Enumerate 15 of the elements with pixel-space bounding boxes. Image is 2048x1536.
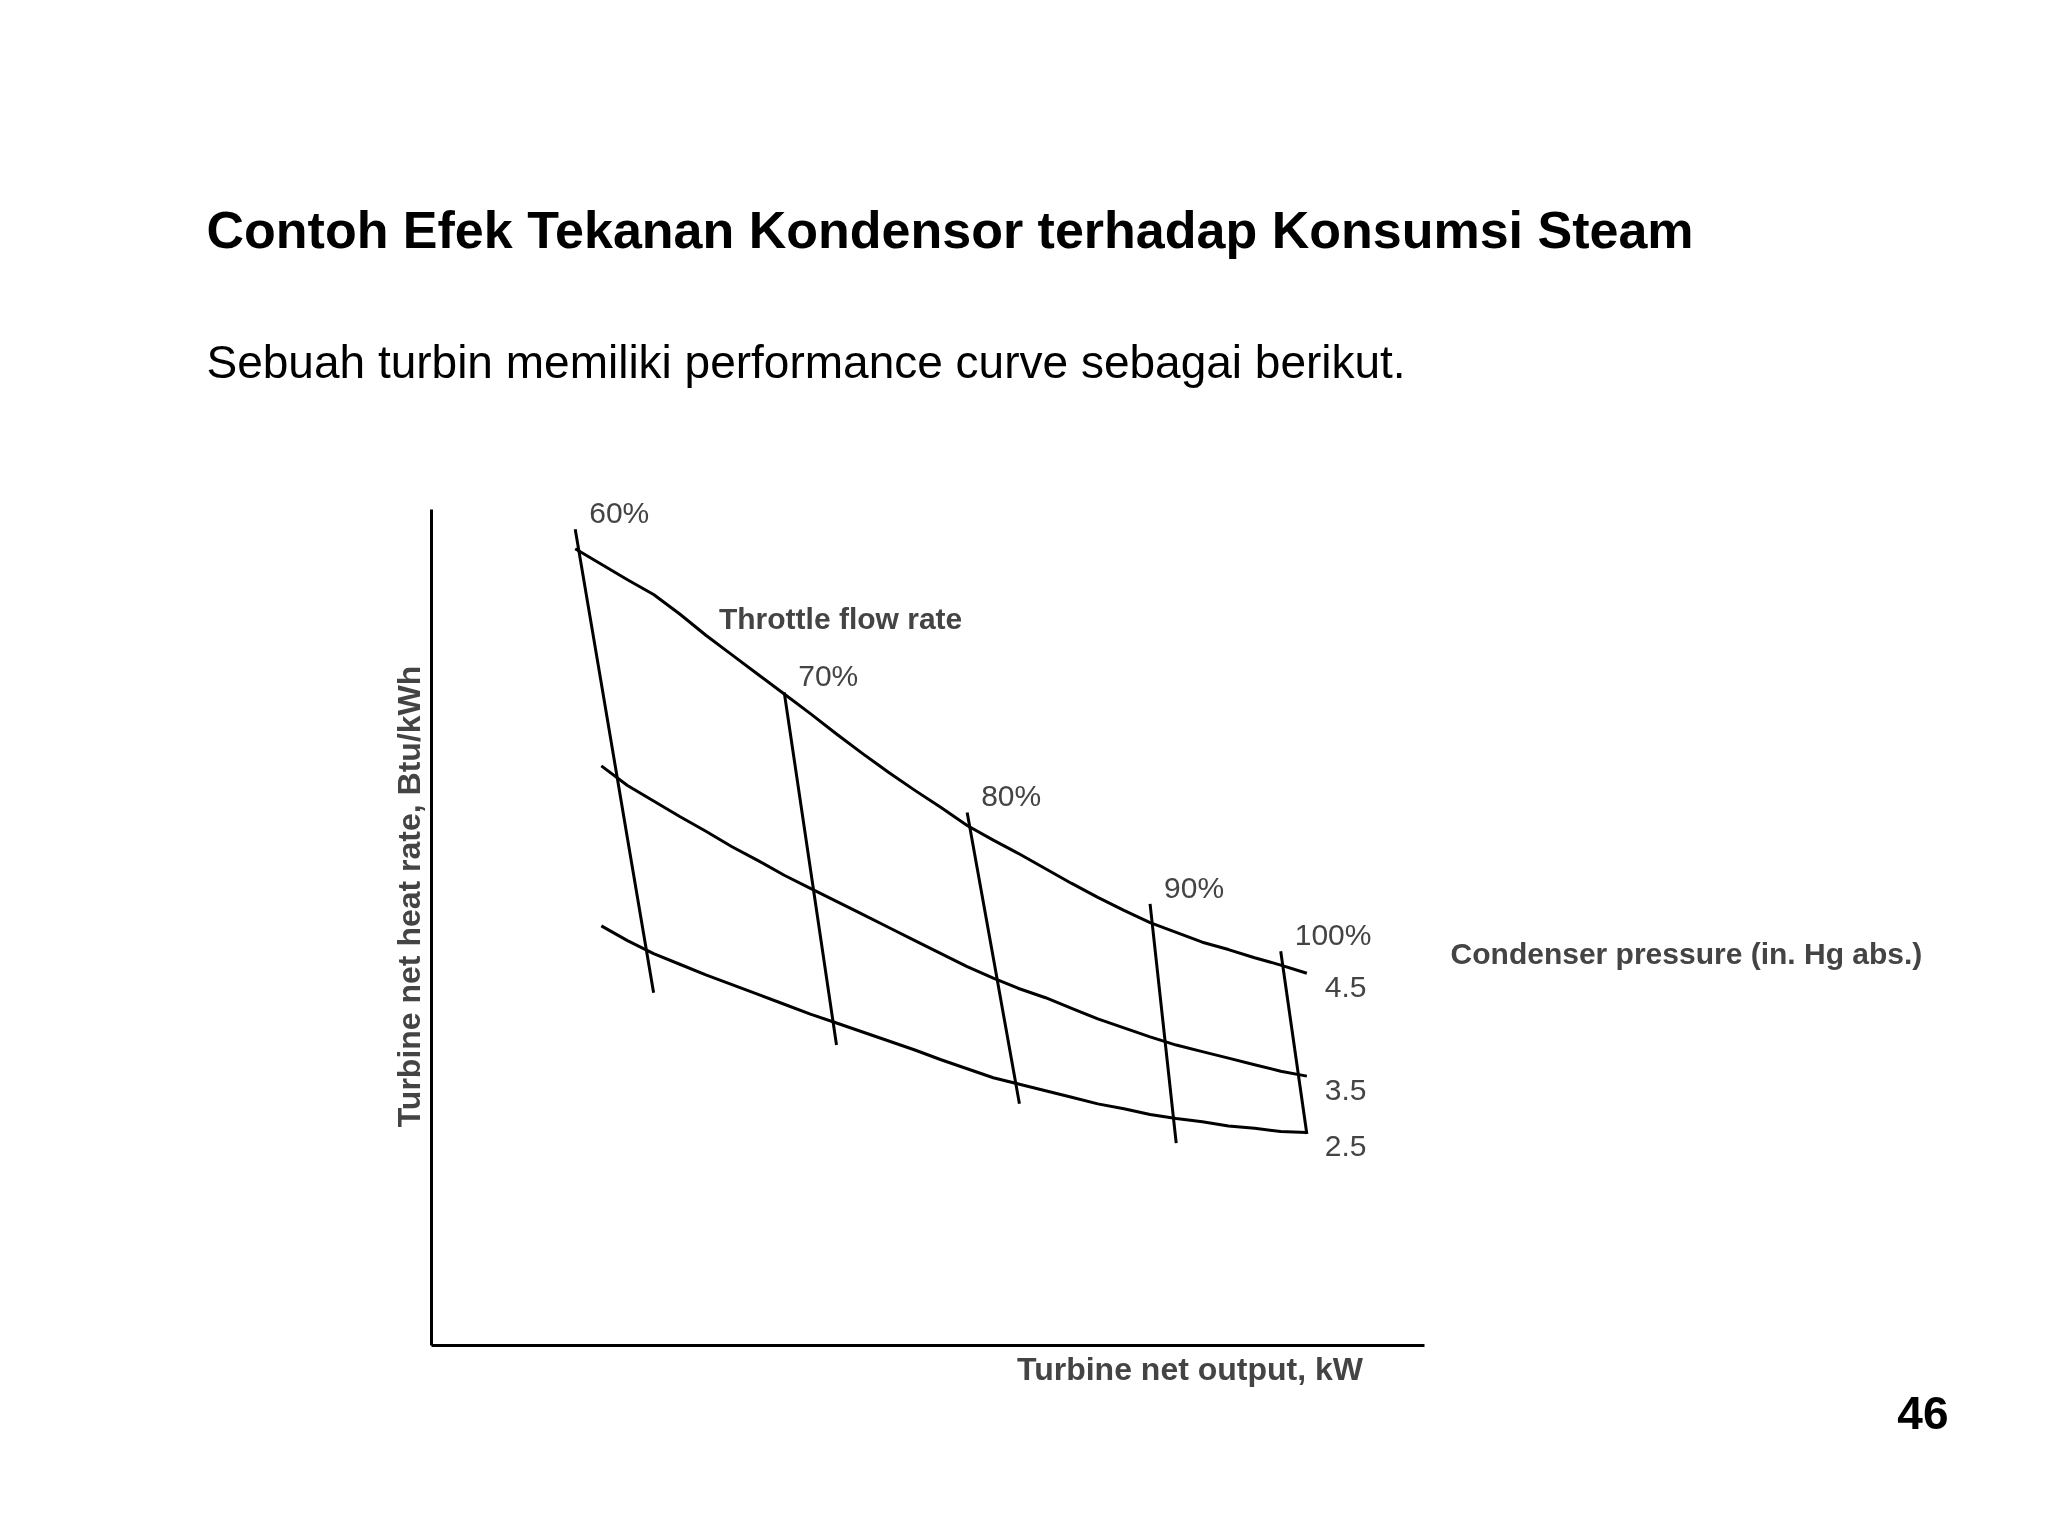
y-axis-title: Turbine net heat rate, Btu/kWh [390, 665, 427, 1128]
chart-subtitle: Sebuah turbin memiliki performance curve sebagai berikut. [206, 335, 1406, 388]
series-label: 90% [1164, 870, 1225, 904]
text: 46 [1897, 1386, 1949, 1439]
series-label: 4.5 [1324, 970, 1367, 1004]
series-label: 100% [1294, 918, 1372, 952]
series-label: 80% [981, 779, 1042, 813]
chart-title: Contoh Efek Tekanan Kondensor terhadap Konsumsi Steam [206, 200, 1694, 259]
text: Condenser pressure (in. Hg abs.) [1450, 936, 1923, 970]
x-axis-title: Turbine net output, kW [1016, 1350, 1364, 1387]
series-label: 60% [589, 496, 650, 530]
annotation: Throttle flow rate [718, 602, 963, 636]
series-label: 2.5 [1324, 1129, 1367, 1163]
series-label: 70% [798, 659, 859, 693]
series-label: 3.5 [1324, 1073, 1367, 1107]
